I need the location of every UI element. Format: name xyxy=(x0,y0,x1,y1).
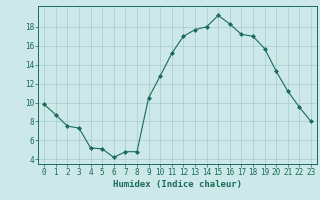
X-axis label: Humidex (Indice chaleur): Humidex (Indice chaleur) xyxy=(113,180,242,189)
